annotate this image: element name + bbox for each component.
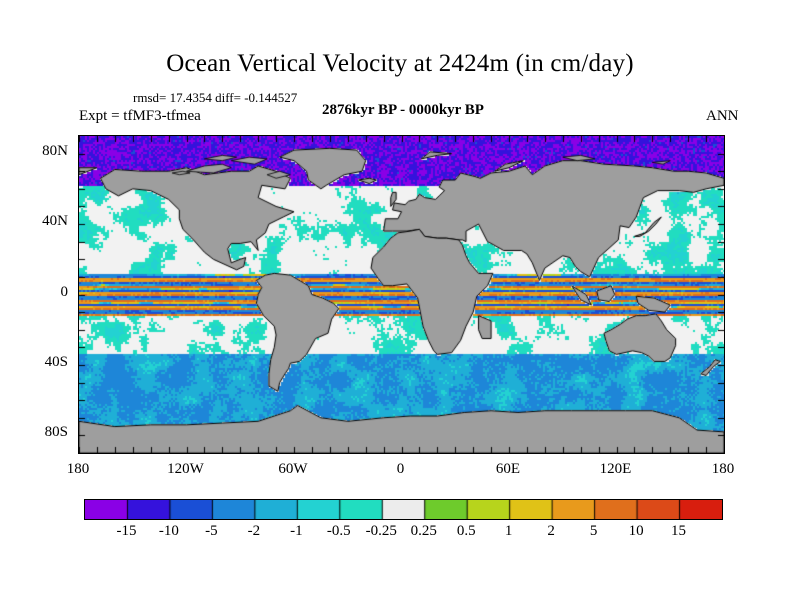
colorbar-tick-label: -10 [158, 523, 179, 539]
latitude-tick-label: 80N [42, 142, 68, 159]
period-label: 2876kyr BP - 0000kyr BP [322, 102, 484, 118]
latitude-tick-label: 80S [44, 424, 68, 441]
colorbar-tick-label: -1 [290, 523, 303, 539]
colorbar-tick-label: 15 [671, 523, 687, 539]
latitude-tick-label: 40N [42, 213, 68, 230]
experiment-label: Expt = tfMF3-tfmea [79, 108, 201, 124]
page-title: Ocean Vertical Velocity at 2424m (in cm/… [166, 50, 634, 77]
colorbar-tick-label: -0.5 [326, 523, 351, 539]
latitude-tick-label: 40S [44, 353, 68, 370]
colorbar-tick-label: -5 [205, 523, 218, 539]
colorbar-tick-label: 2 [547, 523, 555, 539]
longitude-tick-label: 60W [278, 461, 308, 477]
longitude-tick-label: 180 [66, 461, 90, 477]
colorbar-tick-label: 0.25 [410, 523, 437, 539]
season-label: ANN [706, 108, 739, 124]
latitude-tick-label: 0 [60, 283, 69, 300]
colorbar-tick-label: 10 [628, 523, 644, 539]
colorbar-tick-label: 0.5 [456, 523, 476, 539]
colorbar-tick-label: -0.25 [365, 523, 397, 539]
colorbar [84, 499, 723, 520]
colorbar-tick-label: -2 [247, 523, 261, 539]
rmsd-statistics-label: rmsd= 17.4354 diff= -0.144527 [133, 90, 298, 105]
colorbar-tick-label: 5 [589, 523, 598, 539]
longitude-tick-label: 60E [495, 461, 521, 477]
colorbar-tick-label: -15 [116, 523, 137, 539]
map-plot-area [78, 135, 725, 454]
longitude-tick-label: 120W [167, 461, 204, 477]
longitude-tick-label: 0 [396, 461, 405, 477]
colorbar-tick-label: 1 [504, 523, 513, 539]
vertical-velocity-heatmap [79, 136, 724, 453]
colorbar-gradient [85, 500, 722, 519]
longitude-tick-label: 180 [711, 461, 735, 477]
longitude-tick-label: 120E [599, 461, 632, 477]
